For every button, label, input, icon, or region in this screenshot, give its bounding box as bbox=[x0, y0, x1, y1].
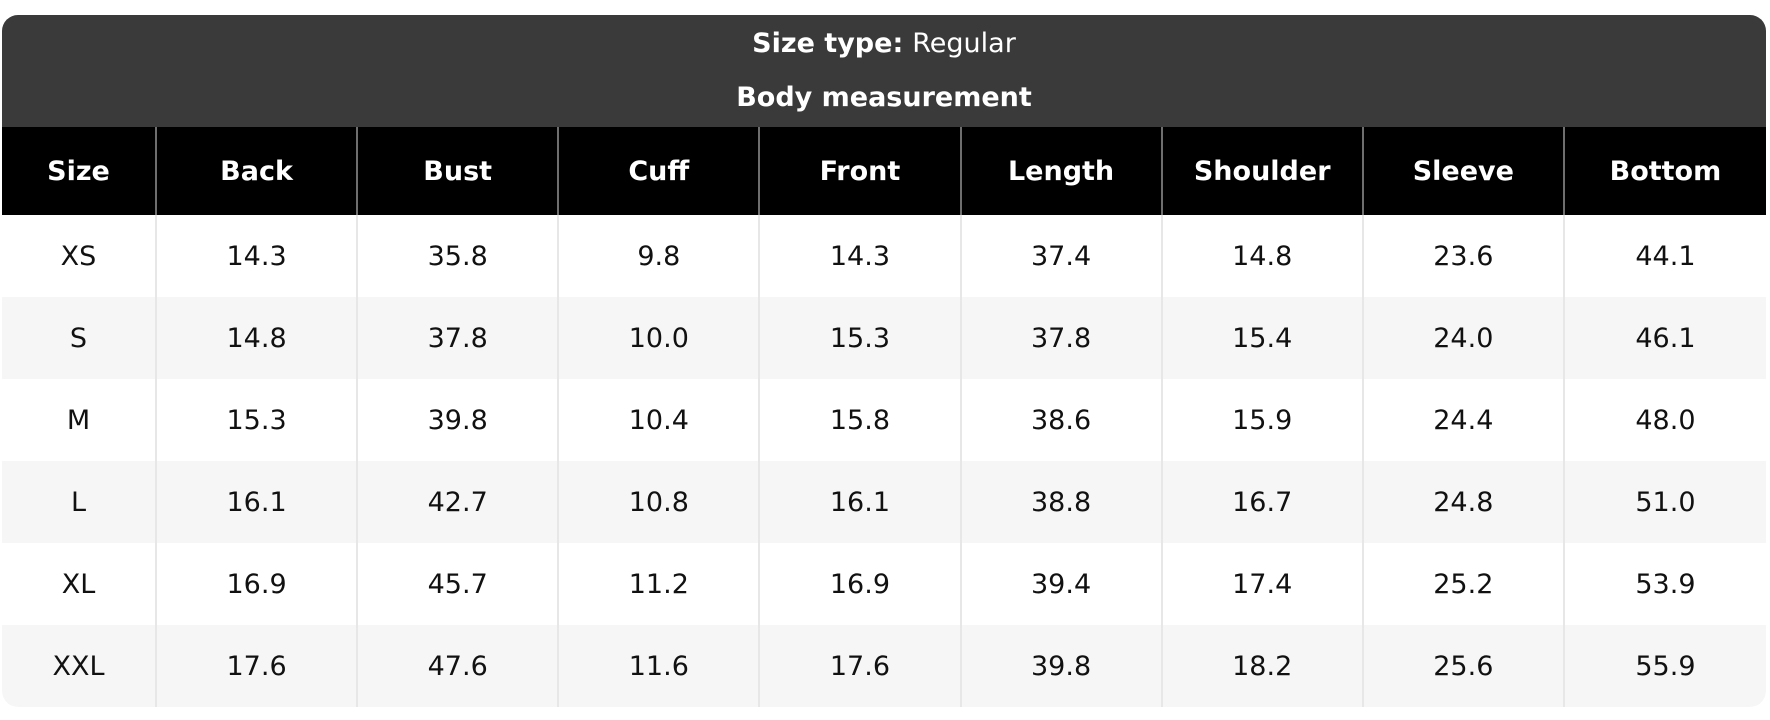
table-cell: 39.4 bbox=[961, 543, 1163, 625]
column-header-size: Size bbox=[2, 127, 157, 215]
column-header-length: Length bbox=[961, 127, 1163, 215]
table-row-xxl: XXL 17.6 47.6 11.6 17.6 39.8 18.2 25.6 5… bbox=[2, 625, 1766, 707]
table-cell: 37.4 bbox=[961, 215, 1163, 297]
size-label-cell: M bbox=[2, 379, 157, 461]
size-chart-table: Size Back Bust Cuff Front Length Shoulde… bbox=[2, 127, 1766, 707]
table-cell: 39.8 bbox=[358, 379, 560, 461]
column-header-bottom: Bottom bbox=[1564, 127, 1766, 215]
column-header-shoulder: Shoulder bbox=[1162, 127, 1364, 215]
table-cell: 55.9 bbox=[1564, 625, 1766, 707]
table-cell: 25.6 bbox=[1363, 625, 1565, 707]
table-cell: 47.6 bbox=[358, 625, 560, 707]
column-header-front: Front bbox=[760, 127, 962, 215]
table-cell: 15.3 bbox=[157, 379, 359, 461]
table-row-m: M 15.3 39.8 10.4 15.8 38.6 15.9 24.4 48.… bbox=[2, 379, 1766, 461]
table-cell: 14.3 bbox=[760, 215, 962, 297]
table-cell: 15.4 bbox=[1162, 297, 1364, 379]
table-cell: 11.2 bbox=[559, 543, 761, 625]
size-type-label: Size type: bbox=[752, 28, 904, 59]
table-cell: 23.6 bbox=[1363, 215, 1565, 297]
size-label-cell: XL bbox=[2, 543, 157, 625]
table-cell: 16.9 bbox=[157, 543, 359, 625]
table-cell: 18.2 bbox=[1162, 625, 1364, 707]
table-cell: 15.8 bbox=[760, 379, 962, 461]
column-header-back: Back bbox=[157, 127, 359, 215]
size-type-line: Size type: Regular bbox=[752, 17, 1016, 71]
table-cell: 39.8 bbox=[961, 625, 1163, 707]
size-label-cell: XXL bbox=[2, 625, 157, 707]
column-header-cuff: Cuff bbox=[559, 127, 761, 215]
size-type-value: Regular bbox=[912, 28, 1016, 59]
column-header-sleeve: Sleeve bbox=[1363, 127, 1565, 215]
table-cell: 11.6 bbox=[559, 625, 761, 707]
table-cell: 14.8 bbox=[157, 297, 359, 379]
table-cell: 42.7 bbox=[358, 461, 560, 543]
table-cell: 17.4 bbox=[1162, 543, 1364, 625]
table-cell: 10.8 bbox=[559, 461, 761, 543]
table-cell: 17.6 bbox=[157, 625, 359, 707]
table-cell: 15.9 bbox=[1162, 379, 1364, 461]
table-cell: 38.8 bbox=[961, 461, 1163, 543]
table-cell: 53.9 bbox=[1564, 543, 1766, 625]
table-body: XS 14.3 35.8 9.8 14.3 37.4 14.8 23.6 44.… bbox=[2, 215, 1766, 707]
table-cell: 16.1 bbox=[760, 461, 962, 543]
table-cell: 37.8 bbox=[961, 297, 1163, 379]
table-cell: 24.4 bbox=[1363, 379, 1565, 461]
table-cell: 48.0 bbox=[1564, 379, 1766, 461]
table-cell: 10.0 bbox=[559, 297, 761, 379]
table-cell: 44.1 bbox=[1564, 215, 1766, 297]
table-cell: 37.8 bbox=[358, 297, 560, 379]
table-header: Size Back Bust Cuff Front Length Shoulde… bbox=[2, 127, 1766, 215]
table-row-xs: XS 14.3 35.8 9.8 14.3 37.4 14.8 23.6 44.… bbox=[2, 215, 1766, 297]
table-cell: 14.3 bbox=[157, 215, 359, 297]
table-cell: 46.1 bbox=[1564, 297, 1766, 379]
table-cell: 16.7 bbox=[1162, 461, 1364, 543]
table-cell: 16.9 bbox=[760, 543, 962, 625]
column-header-bust: Bust bbox=[358, 127, 560, 215]
table-cell: 25.2 bbox=[1363, 543, 1565, 625]
table-row-l: L 16.1 42.7 10.8 16.1 38.8 16.7 24.8 51.… bbox=[2, 461, 1766, 543]
table-cell: 51.0 bbox=[1564, 461, 1766, 543]
size-chart-title-band: Size type: Regular Body measurement bbox=[2, 15, 1766, 127]
size-label-cell: L bbox=[2, 461, 157, 543]
table-cell: 9.8 bbox=[559, 215, 761, 297]
table-cell: 17.6 bbox=[760, 625, 962, 707]
body-measurement-title: Body measurement bbox=[736, 82, 1032, 113]
table-cell: 24.0 bbox=[1363, 297, 1565, 379]
table-cell: 14.8 bbox=[1162, 215, 1364, 297]
table-row-xl: XL 16.9 45.7 11.2 16.9 39.4 17.4 25.2 53… bbox=[2, 543, 1766, 625]
table-row-s: S 14.8 37.8 10.0 15.3 37.8 15.4 24.0 46.… bbox=[2, 297, 1766, 379]
size-label-cell: S bbox=[2, 297, 157, 379]
table-cell: 38.6 bbox=[961, 379, 1163, 461]
table-cell: 16.1 bbox=[157, 461, 359, 543]
table-header-row: Size Back Bust Cuff Front Length Shoulde… bbox=[2, 127, 1766, 215]
size-chart-panel: Size type: Regular Body measurement Size … bbox=[2, 15, 1766, 707]
table-cell: 10.4 bbox=[559, 379, 761, 461]
table-cell: 35.8 bbox=[358, 215, 560, 297]
size-label-cell: XS bbox=[2, 215, 157, 297]
table-cell: 15.3 bbox=[760, 297, 962, 379]
table-cell: 45.7 bbox=[358, 543, 560, 625]
table-cell: 24.8 bbox=[1363, 461, 1565, 543]
